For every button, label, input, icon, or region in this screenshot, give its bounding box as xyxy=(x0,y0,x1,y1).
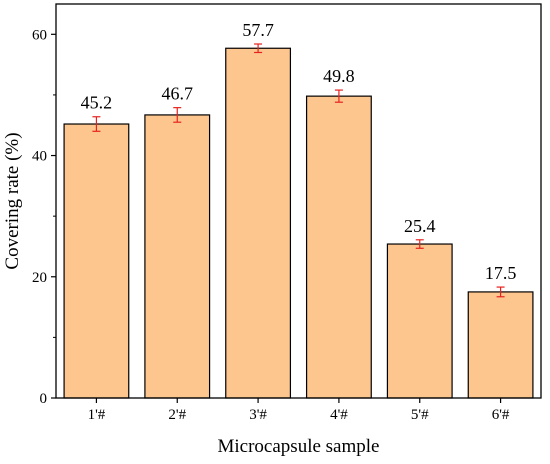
bar-3 xyxy=(225,47,292,399)
x-axis-title: Microcapsule sample xyxy=(218,436,380,457)
data-label-2: 46.7 xyxy=(162,84,194,104)
data-label-5: 25.4 xyxy=(404,216,436,236)
x-tick-label-4: 4'# xyxy=(330,407,348,423)
error-bar-6 xyxy=(496,286,505,298)
y-tick-label-3: 60 xyxy=(32,27,47,43)
data-label-4: 49.8 xyxy=(323,66,355,86)
error-bars-layer xyxy=(92,43,505,298)
y-axis-title: Covering rate (%) xyxy=(2,132,23,269)
bar-4 xyxy=(305,95,372,399)
bar-2 xyxy=(144,114,211,399)
data-label-3: 57.7 xyxy=(242,20,274,40)
data-labels-layer: 45.2 46.7 57.7 49.8 25.4 17.5 xyxy=(81,20,517,283)
y-tick-label-1: 20 xyxy=(32,270,47,286)
bar-1 xyxy=(63,123,130,399)
x-tick-label-2: 2'# xyxy=(168,407,186,423)
x-axis-ticks: 1'# 2'# 3'# 4'# 5'# 6'# xyxy=(88,398,510,423)
error-bar-4 xyxy=(334,89,343,103)
data-label-1: 45.2 xyxy=(81,93,113,113)
error-bar-5 xyxy=(415,239,424,249)
data-label-6: 17.5 xyxy=(485,263,517,283)
x-tick-label-6: 6'# xyxy=(492,407,510,423)
y-tick-label-0: 0 xyxy=(40,391,48,407)
y-axis-ticks: 0 20 40 60 xyxy=(32,27,56,407)
bar-6 xyxy=(467,291,534,399)
x-tick-label-1: 1'# xyxy=(88,407,106,423)
error-bar-3 xyxy=(254,43,263,54)
plot-frame xyxy=(55,3,542,399)
bars-layer xyxy=(63,47,534,399)
x-tick-label-5: 5'# xyxy=(411,407,429,423)
error-bar-2 xyxy=(173,107,182,123)
y-tick-label-2: 40 xyxy=(32,149,47,165)
bar-5 xyxy=(386,243,453,399)
error-bar-1 xyxy=(92,116,101,132)
x-tick-label-3: 3'# xyxy=(249,407,267,423)
